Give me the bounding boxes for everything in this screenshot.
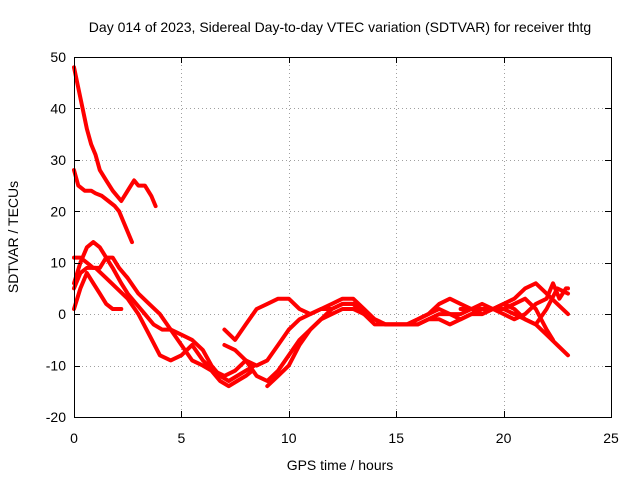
x-axis-label: GPS time / hours — [287, 457, 394, 473]
y-tick-label: 10 — [50, 255, 66, 271]
x-tick-label: 15 — [388, 430, 404, 446]
series-track-9 — [265, 286, 570, 389]
y-tick-label: 20 — [50, 203, 66, 219]
y-tick-label: -20 — [46, 409, 66, 425]
y-tick-label: 40 — [50, 100, 66, 116]
series-track-5 — [72, 271, 124, 311]
y-tick-label: 30 — [50, 152, 66, 168]
series-track-10 — [458, 281, 570, 322]
x-tick-label: 0 — [70, 430, 78, 446]
series-track-2 — [72, 168, 134, 245]
series-track-1 — [72, 65, 158, 209]
plot-frame — [74, 57, 612, 418]
x-tick-label: 25 — [603, 430, 619, 446]
ticks: 0 5 10 15 20 25 -20 -10 0 10 20 30 40 50 — [46, 49, 619, 446]
chart-title: Day 014 of 2023, Sidereal Day-to-day VTE… — [89, 19, 591, 35]
x-tick-label: 5 — [178, 430, 186, 446]
series-track-3 — [72, 240, 257, 383]
y-tick-label: 50 — [50, 49, 66, 65]
series-layer — [72, 65, 570, 389]
grid — [74, 57, 611, 417]
y-tick-label: 0 — [58, 306, 66, 322]
y-axis-label: SDTVAR / TECUs — [5, 181, 21, 293]
x-tick-label: 10 — [281, 430, 297, 446]
x-tick-label: 20 — [496, 430, 512, 446]
series-track-4 — [72, 255, 255, 389]
y-tick-label: -10 — [46, 358, 66, 374]
